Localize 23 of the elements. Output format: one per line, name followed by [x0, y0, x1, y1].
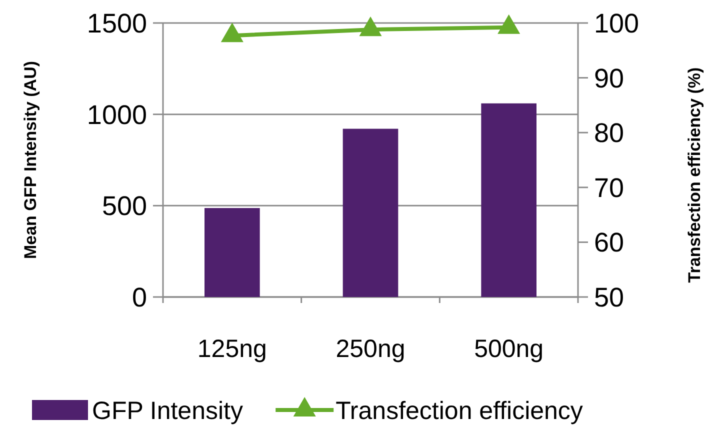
point	[359, 16, 382, 36]
y2-tick-label: 90	[594, 63, 624, 94]
point	[498, 14, 520, 34]
y2-tick-label: 100	[594, 8, 640, 38]
y2-axis-title: Transfection efficiency (%)	[685, 67, 704, 283]
bar	[342, 128, 398, 297]
y-tick-label: 1000	[86, 100, 147, 130]
y2-tick-label: 50	[594, 282, 624, 312]
y2-tick-label: 60	[594, 228, 624, 258]
y-tick-label: 1500	[86, 8, 147, 38]
legend-label: Transfection efficiency	[336, 396, 584, 425]
y-axis-title: Mean GFP Intensity (AU)	[21, 60, 40, 260]
y-tick-label: 0	[132, 282, 147, 312]
legend-label: GFP Intensity	[92, 396, 244, 425]
x-tick-label: 500ng	[474, 335, 544, 363]
x-tick-label: 250ng	[336, 335, 406, 363]
bar	[204, 208, 260, 297]
bar	[481, 103, 536, 297]
y-tick-label: 500	[102, 191, 147, 222]
point	[220, 22, 244, 42]
y2-tick-label: 70	[594, 172, 624, 203]
x-tick-label: 125ng	[197, 335, 267, 363]
y2-tick-label: 80	[594, 118, 624, 148]
